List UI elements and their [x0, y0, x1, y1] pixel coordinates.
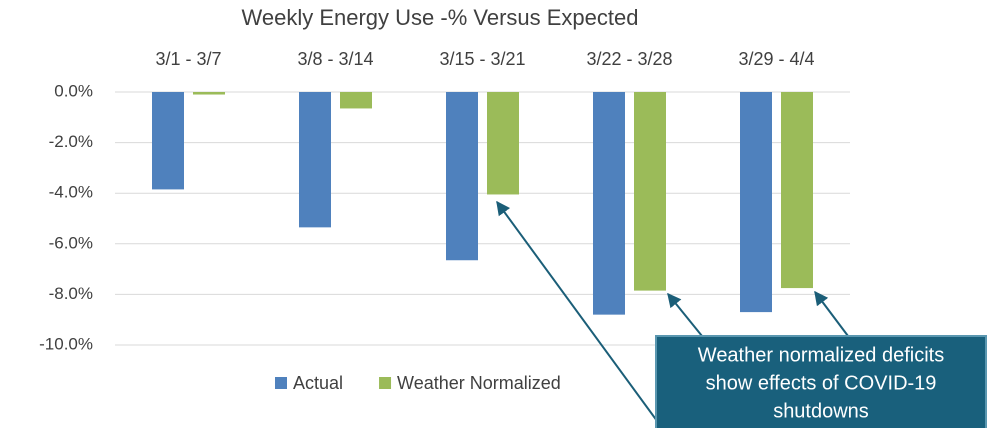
bar — [299, 92, 331, 228]
x-tick-label: 3/1 - 3/7 — [155, 49, 221, 69]
arrow — [667, 292, 703, 337]
bar — [593, 92, 625, 315]
bar — [740, 92, 772, 313]
arrow — [814, 290, 849, 337]
y-tick-label: -8.0% — [49, 284, 93, 303]
bar — [781, 92, 813, 289]
y-tick-label: -4.0% — [49, 183, 93, 202]
legend-swatch — [275, 377, 287, 389]
x-tick-label: 3/8 - 3/14 — [297, 49, 373, 69]
annotation: Weather normalized deficits — [698, 344, 944, 366]
bar — [634, 92, 666, 291]
y-tick-label: -6.0% — [49, 233, 93, 252]
bar — [152, 92, 184, 190]
legend-swatch — [379, 377, 392, 389]
x-tick-label: 3/15 - 3/21 — [439, 49, 525, 69]
plot: 0.0% -2.0% -4.0% -6.0% -8.0% -10.0% 3/1 - 3/7 3… — [39, 49, 850, 393]
bar — [340, 92, 372, 109]
x-tick-label: 3/29 - 4/4 — [738, 49, 814, 69]
arrow — [496, 200, 661, 426]
legend-label: Actual — [293, 373, 343, 393]
x-tick-label: 3/22 - 3/28 — [586, 49, 672, 69]
bar — [446, 92, 478, 261]
chart-title: Weekly Energy Use -% Versus Expected — [242, 5, 639, 30]
annotation-box — [655, 335, 987, 428]
y-tick-label: -2.0% — [49, 132, 93, 151]
annotation: shutdowns — [773, 400, 869, 422]
annotation: show effects of COVID-19 — [706, 372, 937, 394]
bar — [193, 92, 225, 95]
y-tick-label: -10.0% — [39, 334, 93, 353]
bar — [487, 92, 519, 195]
legend-label: Weather Normalized — [397, 373, 561, 393]
y-tick-label: 0.0% — [54, 81, 93, 100]
